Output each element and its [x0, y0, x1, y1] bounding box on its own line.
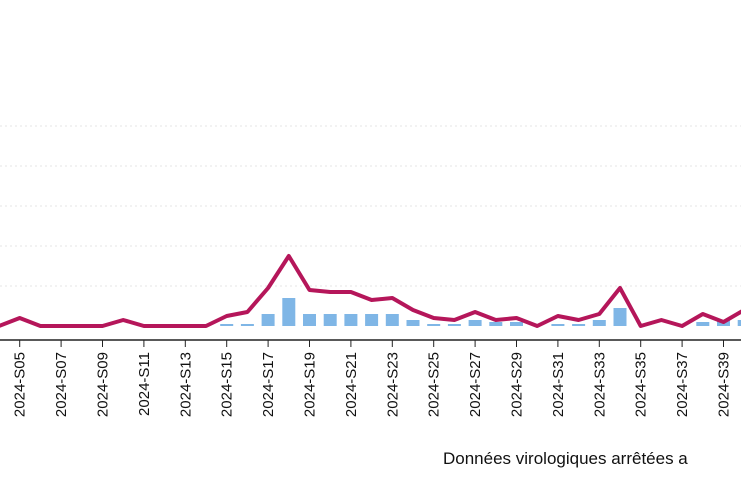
- x-tick-label: 2024-S17: [260, 352, 277, 417]
- bar: [592, 320, 606, 326]
- bar-series: [220, 298, 741, 326]
- bar: [344, 314, 358, 326]
- x-tick-label: 2024-S13: [177, 352, 194, 417]
- bar: [240, 324, 254, 326]
- bar: [572, 324, 586, 326]
- x-tick-label: 2024-S31: [550, 352, 567, 417]
- bar: [323, 314, 337, 326]
- x-tick-label: 2024-S33: [591, 352, 608, 417]
- grid: [0, 125, 741, 287]
- bar: [365, 314, 379, 326]
- line-series: [0, 254, 741, 328]
- bar: [737, 320, 741, 326]
- bar: [613, 308, 627, 326]
- bar: [551, 324, 565, 326]
- bar: [282, 298, 296, 326]
- x-tick-label: 2024-S29: [509, 352, 526, 417]
- line-path: [0, 254, 741, 328]
- bar: [385, 314, 399, 326]
- footnote: Données virologiques arrêtées a: [443, 449, 688, 468]
- x-tick-label: 2024-S19: [302, 352, 319, 417]
- x-tick-label: 2024-S07: [53, 352, 70, 417]
- bar: [468, 320, 482, 326]
- x-tick-label: 2024-S39: [716, 352, 733, 417]
- bar: [220, 324, 234, 326]
- bar: [696, 322, 710, 326]
- bar: [489, 322, 503, 326]
- x-tick-label: 2024-S37: [674, 352, 691, 417]
- x-tick-label: 2024-S27: [467, 352, 484, 417]
- bar: [510, 322, 523, 326]
- x-axis: 2024-S05 2024-S07 2024-S09 2024-S11 2024-S13…: [0, 339, 741, 417]
- bar: [261, 314, 275, 326]
- x-tick-label: 2024-S05: [12, 352, 29, 417]
- x-tick-label: 2024-S35: [633, 352, 650, 417]
- bar: [303, 314, 316, 326]
- bar: [406, 320, 420, 326]
- x-tick-label: 2024-S23: [384, 352, 401, 417]
- x-tick-label: 2024-S15: [219, 352, 236, 417]
- x-tick-label: 2024-S11: [136, 352, 153, 416]
- bar: [427, 324, 441, 326]
- bar: [447, 324, 461, 326]
- x-tick-label: 2024-S09: [95, 352, 112, 417]
- x-tick-label: 2024-S21: [343, 352, 360, 417]
- x-tick-label: 2024-S25: [426, 352, 443, 417]
